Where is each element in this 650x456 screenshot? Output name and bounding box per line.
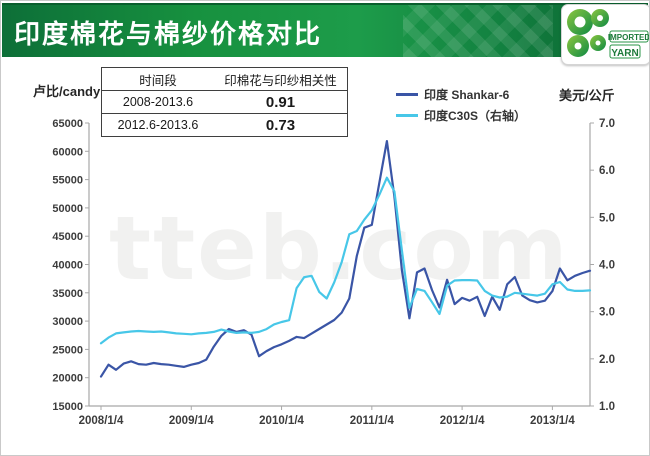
clover-leaf-hole	[595, 40, 601, 46]
period-cell: 2012.6-2013.6	[101, 113, 214, 137]
watermark-text: tteb.com	[109, 197, 570, 300]
shankar6-line-swatch-icon	[396, 93, 418, 96]
left-axis-tick-label: 15000	[52, 401, 83, 413]
left-axis-unit-label: 卢比/candy	[33, 84, 101, 99]
x-axis-tick-label: 2011/1/4	[350, 415, 395, 427]
table-row: 2008-2013.6 0.91	[101, 90, 348, 114]
right-axis-tick-label: 4.0	[599, 260, 615, 272]
right-axis-tick-label: 5.0	[599, 212, 615, 224]
left-axis-tick-label: 65000	[52, 118, 83, 130]
table-header-correlation: 印棉花与印纱相关性	[214, 67, 348, 91]
table-row: 2012.6-2013.6 0.73	[101, 113, 348, 137]
table-header-period: 时间段	[101, 67, 214, 91]
shankar6-price-line	[99, 140, 592, 378]
right-axis-tick-label: 6.0	[599, 165, 615, 177]
left-axis-tick-label: 25000	[52, 344, 83, 356]
legend-label: 印度C30S（右轴）	[424, 109, 527, 123]
left-axis-tick-label: 40000	[52, 260, 83, 272]
left-axis-tick-label: 50000	[52, 203, 83, 215]
right-axis-tick-label: 2.0	[599, 354, 615, 366]
correlation-table: 时间段 印棉花与印纱相关性 2008-2013.6 0.91 2012.6-20…	[101, 67, 348, 137]
left-axis-tick-label: 20000	[52, 373, 83, 385]
left-axis-tick-label: 35000	[52, 288, 83, 300]
correlation-value-cell: 0.91	[214, 90, 348, 114]
logo-text-box	[609, 44, 641, 59]
legend-item-c30s: 印度C30S（右轴）	[396, 107, 526, 124]
page-title: 印度棉花与棉纱价格对比	[14, 19, 323, 49]
period-cell: 2008-2013.6	[101, 90, 214, 114]
title-bar: 印度棉花与棉纱价格对比	[2, 3, 648, 57]
x-axis-tick-label: 2010/1/4	[259, 415, 304, 427]
c30s-price-line	[99, 176, 592, 345]
right-axis-tick-label: 3.0	[599, 307, 615, 319]
table-header-row: 时间段 印棉花与印纱相关性	[101, 67, 348, 91]
clover-leaf-hole	[574, 42, 582, 50]
logo-text-imported: IMPORTED	[608, 33, 650, 42]
left-axis-tick-label: 60000	[52, 146, 83, 158]
correlation-value-cell: 0.73	[214, 113, 348, 137]
right-axis-tick-label: 1.0	[599, 401, 615, 413]
clover-leaf-hole	[574, 16, 586, 28]
x-axis-tick-label: 2008/1/4	[79, 415, 124, 427]
right-axis-tick-label: 7.0	[599, 118, 615, 130]
left-axis-tick-label: 45000	[52, 231, 83, 243]
logo-text-box	[609, 30, 649, 43]
clover-leaf-hole	[597, 15, 603, 21]
x-axis-tick-label: 2013/1/4	[530, 415, 575, 427]
x-axis-tick-label: 2012/1/4	[440, 415, 485, 427]
x-axis-tick-label: 2009/1/4	[169, 415, 214, 427]
right-axis-unit-label: 美元/公斤	[559, 88, 615, 103]
c30s-line-swatch-icon	[396, 114, 418, 117]
imported-yarn-logo: IMPORTED YARN	[561, 4, 650, 65]
legend-item-shankar6: 印度 Shankar-6	[396, 86, 509, 103]
left-axis-tick-label: 30000	[52, 316, 83, 328]
title-bar-pattern	[403, 5, 553, 57]
left-axis-tick-label: 55000	[52, 175, 83, 187]
clover-logo-icon: IMPORTED YARN	[567, 9, 650, 59]
legend-label: 印度 Shankar-6	[424, 88, 510, 102]
logo-text-yarn: YARN	[611, 48, 638, 59]
